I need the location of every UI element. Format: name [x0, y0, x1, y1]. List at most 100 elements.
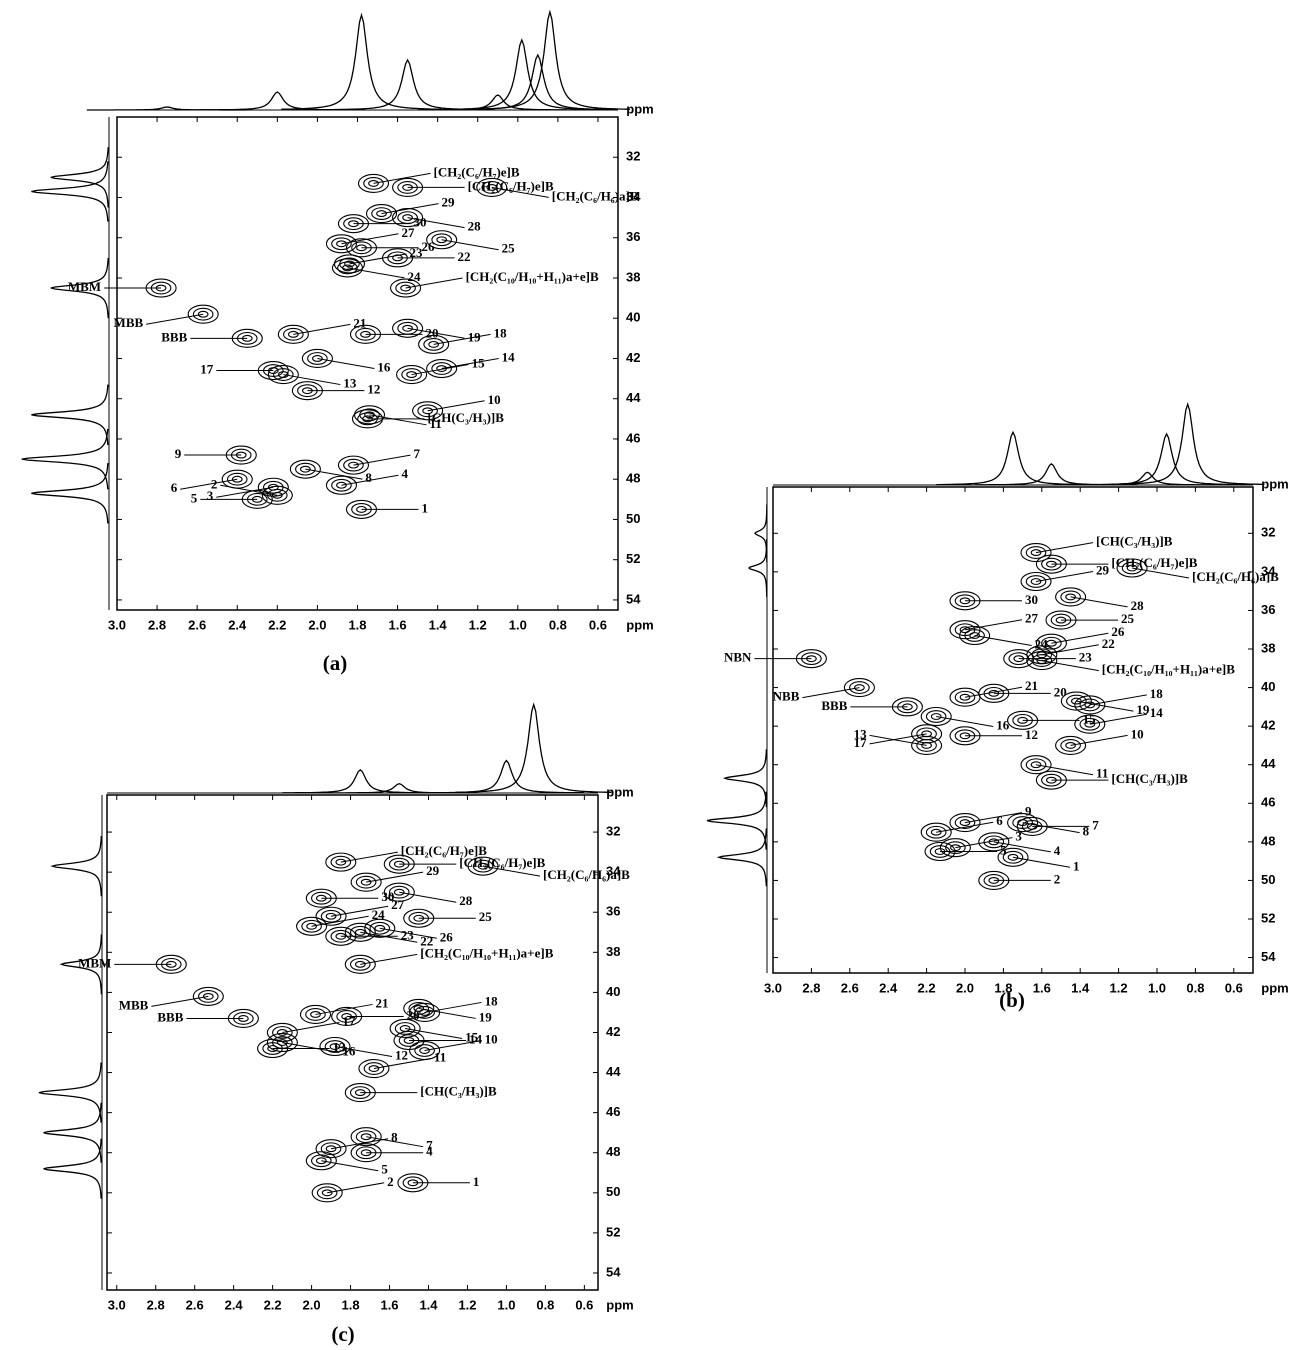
peak-label: 23	[1079, 650, 1093, 665]
peak-label: 1	[1073, 858, 1080, 873]
peak-label: 3	[1015, 829, 1022, 844]
peak-label: 18	[494, 325, 508, 340]
y-tick-label: 36	[606, 904, 620, 919]
peak-label: 13	[343, 376, 357, 391]
peak-label: 4	[401, 466, 408, 481]
peak-label: 15	[472, 356, 486, 371]
peak-label: 13	[854, 726, 868, 741]
contour	[306, 1009, 326, 1021]
leader-line	[1090, 714, 1147, 724]
projection-peak	[749, 539, 767, 597]
projection-peak	[53, 836, 102, 896]
y-tick-label: 32	[1261, 525, 1275, 540]
peak-label: MBB	[119, 997, 149, 1012]
x-tick-label: 2.2	[268, 617, 286, 632]
peak-label: 2	[1054, 871, 1061, 886]
peak-label: 9	[175, 446, 182, 461]
projection-peak	[1111, 404, 1265, 484]
leader-line	[434, 334, 491, 344]
contour	[955, 691, 975, 703]
peak-label: 30	[1025, 592, 1038, 607]
projection-unit: ppm	[626, 101, 653, 116]
x-tick-label: 0.6	[1225, 980, 1243, 995]
y-tick-label: 52	[626, 551, 640, 566]
peak-label: 29	[442, 195, 456, 210]
leader-line	[370, 415, 427, 425]
y-tick-label: 36	[1261, 602, 1275, 617]
peak-label: 24	[407, 269, 421, 284]
y-tick-label: 44	[606, 1064, 621, 1079]
leader-line	[353, 455, 410, 465]
projection-peak	[327, 60, 487, 110]
projection-peak	[197, 92, 357, 110]
peak-label: 14	[469, 1031, 483, 1046]
peak-label: 12	[1025, 727, 1038, 742]
leader-line	[399, 892, 456, 902]
peak-label: 19	[479, 1009, 493, 1024]
peak-label: 26	[421, 239, 435, 254]
peak-label: 11	[434, 1050, 446, 1065]
contour	[1066, 743, 1076, 749]
peak-label: 21	[1025, 678, 1038, 693]
y-tick-label: 42	[1261, 718, 1275, 733]
leader-line	[1071, 597, 1128, 607]
leader-line	[975, 636, 1032, 646]
y-tick-label: 46	[1261, 795, 1275, 810]
peak-label: 22	[458, 249, 471, 264]
leader-line	[802, 688, 859, 698]
projection-peak	[442, 40, 602, 110]
x-tick-label: 2.0	[308, 617, 326, 632]
y-tick-label: 42	[606, 1024, 620, 1039]
x-axis-label: ppm	[626, 617, 653, 632]
peak-label: 17	[342, 1013, 356, 1028]
contour	[356, 876, 376, 888]
leader-line	[366, 872, 423, 882]
peak-label: 24	[372, 907, 386, 922]
y-tick-label: 48	[606, 1144, 620, 1159]
panel: 3.02.82.62.42.22.01.81.61.41.21.00.80.6p…	[39, 705, 634, 1346]
leader-line	[405, 1028, 462, 1038]
peak-label: 10	[1131, 726, 1144, 741]
y-tick-label: 32	[606, 824, 620, 839]
peak-label: 2	[211, 476, 218, 491]
y-tick-label: 52	[606, 1224, 620, 1239]
x-tick-label: 2.2	[918, 980, 936, 995]
y-tick-label: 40	[626, 310, 640, 325]
peak-label: [CH(C₃/H₃)]B	[428, 410, 505, 425]
projection-peak	[31, 385, 108, 445]
projection-peak	[719, 828, 766, 886]
peak-label: 16	[377, 359, 391, 374]
leader-line	[442, 359, 499, 369]
y-tick-label: 46	[626, 430, 640, 445]
x-tick-label: 2.6	[841, 980, 859, 995]
y-tick-label: 44	[1261, 756, 1276, 771]
x-tick-label: 0.6	[589, 617, 607, 632]
leader-line	[374, 173, 431, 183]
leader-line	[282, 1022, 339, 1032]
leader-line	[1036, 572, 1093, 582]
peak-label: 14	[1150, 705, 1164, 720]
peak-label: 25	[502, 241, 516, 256]
caption: (a)	[323, 651, 348, 675]
peak-label: [CH₂(C₁₀/H₁₀+H₁₁)a+e]B	[466, 269, 599, 284]
x-tick-label: 1.2	[1110, 980, 1128, 995]
x-tick-label: 1.4	[429, 617, 448, 632]
contour	[302, 920, 322, 932]
x-tick-label: 0.8	[549, 617, 567, 632]
peak-label: 10	[485, 1032, 498, 1047]
peak-label: [CH₂(C₆/H₆)a]B	[552, 188, 639, 203]
peak-label: NBN	[724, 650, 752, 665]
peak-label: 7	[413, 446, 420, 461]
x-tick-label: 2.0	[956, 980, 974, 995]
peak-label: 14	[502, 350, 516, 365]
projection-peak	[44, 1103, 102, 1163]
peak-label: [CH(C₃/H₃)]B	[1096, 534, 1173, 549]
page: {"chart_data": [ {"type": "contour", "ca…	[0, 0, 1294, 1350]
y-tick-label: 36	[626, 229, 640, 244]
peak-label: 11	[1096, 766, 1108, 781]
y-tick-label: 38	[1261, 640, 1275, 655]
peak-label: 18	[1150, 686, 1164, 701]
x-tick-label: 1.6	[1033, 980, 1051, 995]
peak-label: 4	[1054, 843, 1061, 858]
projection-peak	[975, 464, 1129, 485]
